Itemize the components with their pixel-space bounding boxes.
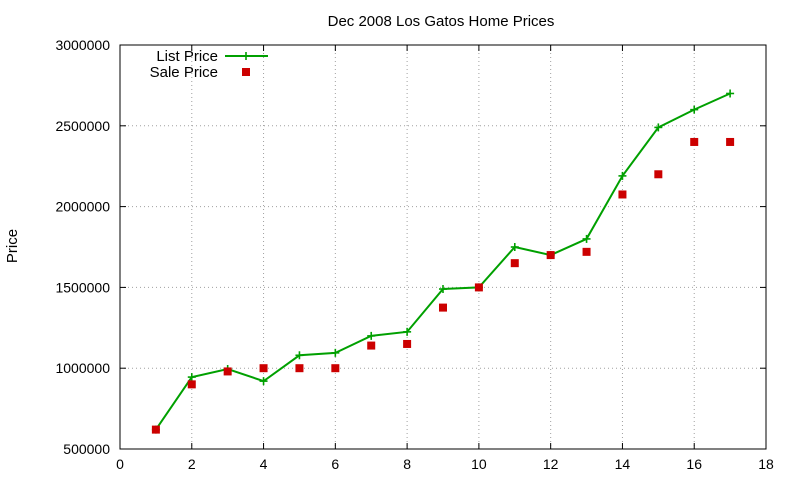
sale-price-point [510, 259, 519, 268]
sale-price-point [654, 170, 663, 179]
axis-layer: 0 2 4 6 8 10 12 14 16 18 500000 1000000 1500000 20000… [55, 37, 774, 472]
y-tick-label: 3000000 [55, 37, 110, 53]
plot-frame [119, 44, 767, 450]
y-axis-label: Price [4, 229, 21, 263]
sale-price-point [331, 364, 340, 373]
y-tick-label: 500000 [63, 441, 110, 457]
x-tick-label: 2 [188, 456, 196, 472]
x-tick-label: 16 [686, 456, 702, 472]
series-line [155, 92, 731, 431]
sale-price-point [187, 380, 196, 389]
y-tick-label: 2500000 [55, 118, 110, 134]
list-price-point [726, 89, 735, 98]
x-tick-label: 10 [471, 456, 487, 472]
series-layer [151, 89, 735, 434]
legend-label: List Price [156, 48, 218, 65]
list-price-point [367, 331, 376, 340]
list-price-point [439, 285, 447, 294]
grid-layer [120, 45, 766, 449]
sale-price-point [690, 137, 699, 146]
x-tick-label: 4 [260, 456, 268, 472]
series-sale-price [151, 137, 735, 434]
x-tick-label: 18 [758, 456, 774, 472]
chart-title: Dec 2008 Los Gatos Home Prices [328, 13, 555, 30]
sale-price-point [295, 364, 304, 373]
y-tick-label: 2000000 [55, 199, 110, 215]
sale-price-point [726, 137, 735, 146]
list-price-point [403, 327, 412, 336]
list-price-point [331, 348, 340, 357]
x-tick-label: 6 [331, 456, 339, 472]
y-tick-label: 1500000 [55, 279, 110, 295]
legend-square-marker [242, 68, 250, 76]
series-list-price [151, 89, 735, 434]
list-price-point [510, 243, 519, 251]
list-price-point [295, 351, 304, 360]
sale-price-point [151, 425, 160, 434]
x-tick-label: 0 [116, 456, 124, 472]
list-price-point [259, 377, 268, 386]
sale-price-point [367, 341, 376, 350]
legend-plus-marker [242, 52, 250, 60]
list-price-point [654, 123, 663, 132]
sale-price-point [546, 251, 555, 260]
sale-price-point [618, 190, 627, 199]
y-tick-label: 1000000 [55, 360, 110, 376]
x-tick-label: 8 [403, 456, 411, 472]
legend-label: Sale Price [150, 64, 218, 81]
sale-price-point [223, 367, 232, 376]
list-price-point [582, 234, 591, 243]
list-price-point [187, 373, 196, 382]
x-tick-label: 14 [615, 456, 631, 472]
sale-price-point [474, 283, 483, 292]
list-price-point [618, 171, 627, 180]
list-price-point [690, 105, 699, 114]
sale-price-point [403, 339, 412, 348]
sale-price-point [582, 247, 591, 256]
sale-price-point [259, 364, 268, 373]
sale-price-point [439, 303, 447, 312]
x-tick-label: 12 [543, 456, 559, 472]
